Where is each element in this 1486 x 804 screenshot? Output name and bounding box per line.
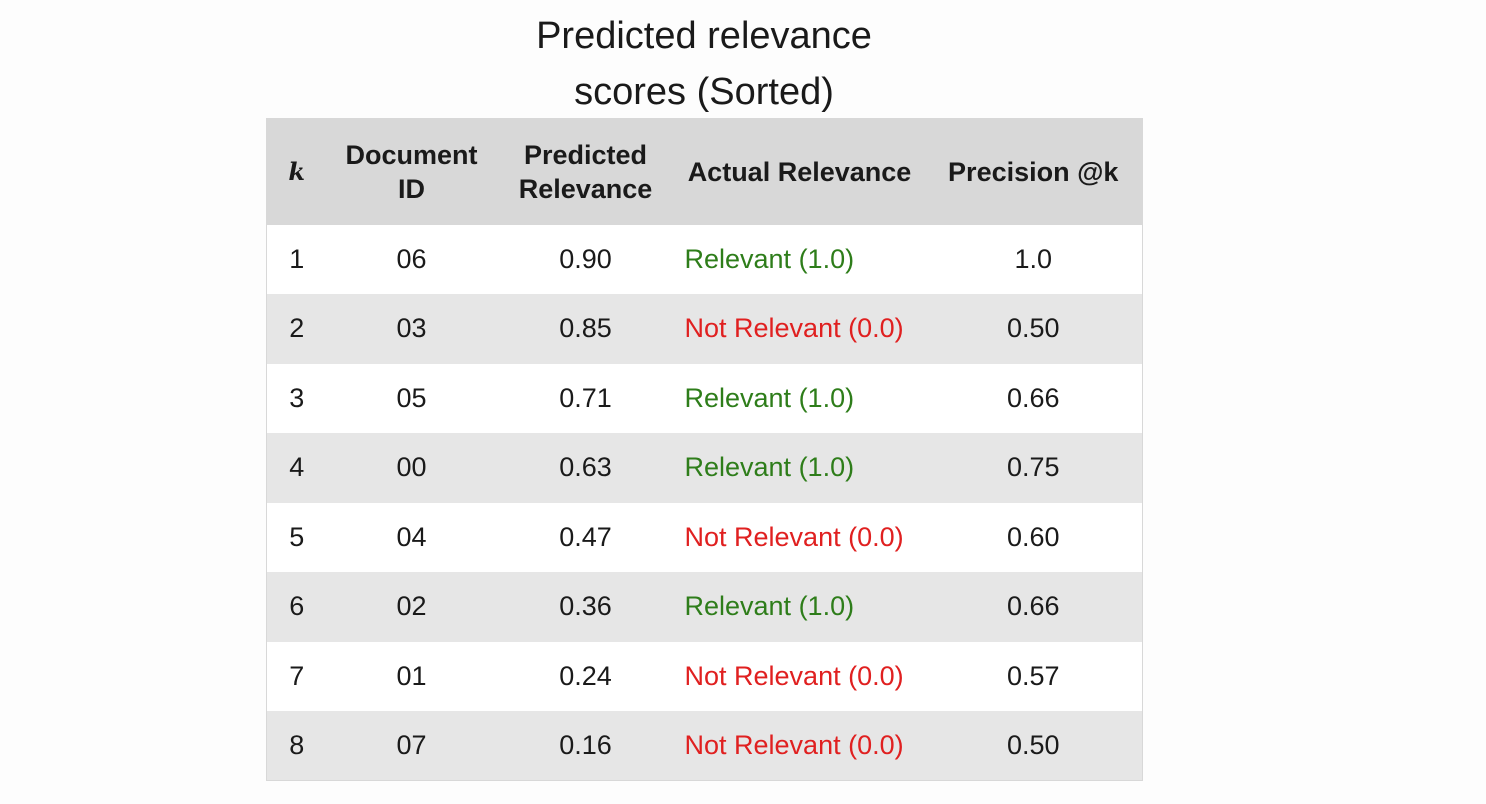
cell-precision-at-k: 0.50 <box>1006 730 1060 760</box>
table-row: 2 03 0.85 Not Relevant (0.0) 0.50 <box>266 294 1143 364</box>
table-header: k Document ID Predicted Relevance Actual… <box>266 118 1143 225</box>
cell-precision-at-k: 1.0 <box>1014 243 1053 274</box>
cell-predicted-relevance: 0.36 <box>559 591 612 622</box>
cell-k: 3 <box>289 382 305 413</box>
cell-document-id: 03 <box>396 313 427 344</box>
cell-actual-relevance: Not Relevant (0.0) <box>684 313 904 344</box>
table-row: 5 04 0.47 Not Relevant (0.0) 0.60 <box>266 502 1143 572</box>
cell-precision-at-k: 0.60 <box>1006 521 1060 552</box>
header-document-id: Document ID <box>345 139 478 204</box>
cell-k: 8 <box>289 730 305 760</box>
header-predicted-relevance: Predicted Relevance <box>518 139 653 204</box>
cell-precision-at-k: 0.50 <box>1006 313 1060 344</box>
table-row: 4 00 0.63 Relevant (1.0) 0.75 <box>266 433 1143 503</box>
cell-k: 6 <box>289 591 305 622</box>
cell-k: 7 <box>289 660 305 691</box>
cell-actual-relevance: Relevant (1.0) <box>684 452 855 483</box>
table-body: 1 06 0.90 Relevant (1.0) 1.0 2 03 0.85 Not Relev… <box>266 224 1143 781</box>
table-row: 7 01 0.24 Not Relevant (0.0) 0.57 <box>266 641 1143 711</box>
cell-actual-relevance: Relevant (1.0) <box>684 382 855 413</box>
cell-document-id: 00 <box>396 452 427 483</box>
cell-precision-at-k: 0.66 <box>1006 591 1060 622</box>
cell-precision-at-k: 0.66 <box>1006 382 1060 413</box>
cell-actual-relevance: Relevant (1.0) <box>684 243 855 274</box>
table-title-line-2: scores (Sorted) <box>574 71 834 113</box>
cell-document-id: 05 <box>396 382 427 413</box>
cell-document-id: 01 <box>396 660 427 691</box>
cell-document-id: 06 <box>396 243 427 274</box>
table-row: 8 07 0.16 Not Relevant (0.0) 0.50 <box>266 711 1143 781</box>
header-row: k Document ID Predicted Relevance Actual… <box>266 118 1143 225</box>
cell-precision-at-k: 0.75 <box>1006 452 1060 483</box>
table-row: 3 05 0.71 Relevant (1.0) 0.66 <box>266 363 1143 433</box>
cell-predicted-relevance: 0.24 <box>559 660 612 691</box>
cell-k: 2 <box>289 313 305 344</box>
cell-predicted-relevance: 0.90 <box>559 243 612 274</box>
cell-document-id: 07 <box>396 730 427 760</box>
cell-actual-relevance: Not Relevant (0.0) <box>684 660 904 691</box>
table-row: 1 06 0.90 Relevant (1.0) 1.0 <box>266 224 1143 294</box>
header-precision-at-k: Precision @k <box>948 156 1119 187</box>
cell-document-id: 02 <box>396 591 427 622</box>
cell-actual-relevance: Not Relevant (0.0) <box>684 730 904 760</box>
cell-precision-at-k: 0.57 <box>1006 660 1060 691</box>
header-actual-relevance: Actual Relevance <box>687 156 912 187</box>
table-title: Predicted relevance scores (Sorted) <box>266 8 1142 120</box>
precision-at-k-table: k Document ID Predicted Relevance Actual… <box>266 118 1143 781</box>
cell-k: 4 <box>289 452 305 483</box>
header-k: k <box>288 156 306 186</box>
cell-document-id: 04 <box>396 521 427 552</box>
cell-predicted-relevance: 0.71 <box>559 382 612 413</box>
cell-predicted-relevance: 0.85 <box>559 313 612 344</box>
table-row: 6 02 0.36 Relevant (1.0) 0.66 <box>266 572 1143 642</box>
cell-actual-relevance: Relevant (1.0) <box>684 591 855 622</box>
cell-predicted-relevance: 0.16 <box>559 730 612 760</box>
cell-actual-relevance: Not Relevant (0.0) <box>684 521 904 552</box>
table-title-line-1: Predicted relevance <box>536 15 872 57</box>
cell-predicted-relevance: 0.63 <box>559 452 612 483</box>
cell-k: 5 <box>289 521 305 552</box>
cell-predicted-relevance: 0.47 <box>559 521 612 552</box>
cell-k: 1 <box>289 243 305 274</box>
